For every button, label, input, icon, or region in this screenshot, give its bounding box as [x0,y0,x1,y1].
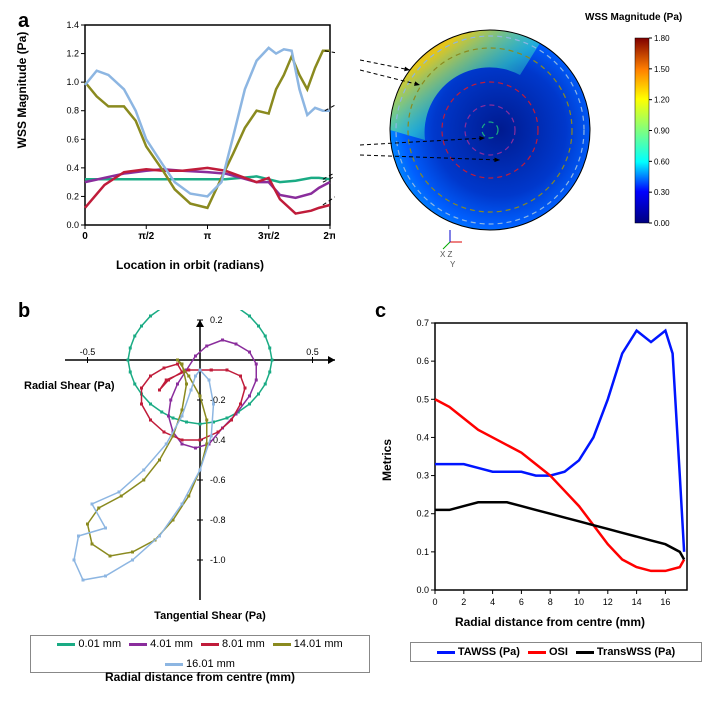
legend-item: TAWSS (Pa) [437,646,520,658]
panel-c-xlabel: Radial distance from centre (mm) [430,615,670,629]
panel-a-chart: 0.0 0.2 0.4 0.6 0.8 1.0 1.2 1.4 0 π/2 π 3π/2 2π [55,20,335,250]
svg-text:0.8: 0.8 [66,106,79,116]
svg-text:-0.8: -0.8 [210,515,226,525]
svg-text:-0.5: -0.5 [80,347,96,357]
panel-b-ylabel: Radial Shear (Pa) [24,380,114,392]
svg-text:0.1: 0.1 [416,547,429,557]
panel-b-chart: -0.50.5-1.0-0.8-0.6-0.4-0.20.2 [45,310,345,620]
svg-text:0.7: 0.7 [416,318,429,328]
svg-text:14: 14 [632,597,642,607]
svg-text:0.0: 0.0 [416,585,429,595]
svg-text:8: 8 [548,597,553,607]
legend-metrics: TAWSS (Pa) OSI TransWSS (Pa) [410,642,702,662]
svg-text:π: π [204,231,212,242]
svg-text:1.0: 1.0 [66,77,79,87]
svg-text:0.2: 0.2 [210,315,223,325]
axis-frame-x: X Z [440,250,452,259]
svg-text:1.2: 1.2 [66,49,79,59]
svg-text:10: 10 [574,597,584,607]
svg-text:0.0: 0.0 [66,220,79,230]
svg-text:0.4: 0.4 [66,163,79,173]
svg-text:6: 6 [519,597,524,607]
legend-item: TransWSS (Pa) [576,646,675,658]
svg-text:-0.6: -0.6 [210,475,226,485]
svg-text:0.6: 0.6 [66,134,79,144]
svg-text:0.4: 0.4 [416,432,429,442]
svg-text:0: 0 [82,231,88,242]
svg-text:16: 16 [660,597,670,607]
legend-item: 16.01 mm [165,658,235,670]
legend-label: 16.01 mm [186,658,235,670]
svg-text:1.50: 1.50 [654,65,670,74]
svg-text:0.2: 0.2 [66,191,79,201]
panel-a-heatmap [360,20,620,250]
panel-c-label: c [375,300,386,323]
legend-item: 4.01 mm [129,638,193,650]
colorbar-title: WSS Magnitude (Pa) [585,12,682,23]
svg-text:0.5: 0.5 [306,347,319,357]
panel-a-xlabel: Location in orbit (radians) [90,258,290,272]
legend-label: 14.01 mm [294,638,343,650]
svg-text:1.80: 1.80 [654,34,670,43]
svg-text:0.60: 0.60 [654,157,670,166]
svg-text:0.3: 0.3 [416,471,429,481]
svg-text:1.4: 1.4 [66,20,79,30]
legend-label: OSI [549,646,568,658]
legend-item: 8.01 mm [201,638,265,650]
svg-text:π/2: π/2 [138,231,154,242]
svg-text:0.90: 0.90 [654,127,670,136]
svg-text:12: 12 [603,597,613,607]
svg-text:-1.0: -1.0 [210,555,226,565]
legend-item: 0.01 mm [57,638,121,650]
svg-text:0.6: 0.6 [416,356,429,366]
legend-radii: 0.01 mm 4.01 mm 8.01 mm 14.01 mm 16.01 m… [30,635,370,673]
svg-text:0.5: 0.5 [416,394,429,404]
svg-text:0.00: 0.00 [654,219,670,228]
svg-text:2π: 2π [323,231,335,242]
svg-text:0.30: 0.30 [654,188,670,197]
panel-b-xlabel: Tangential Shear (Pa) [130,610,290,622]
legend-label: TransWSS (Pa) [597,646,675,658]
svg-text:4: 4 [490,597,495,607]
svg-text:0: 0 [432,597,437,607]
legend-label: 0.01 mm [78,638,121,650]
legend-label: 8.01 mm [222,638,265,650]
legend-radii-title: Radial distance from centre (mm) [80,670,320,684]
svg-text:2: 2 [461,597,466,607]
panel-b-label: b [18,300,30,323]
svg-text:0.2: 0.2 [416,509,429,519]
panel-a-ylabel: WSS Magnitude (Pa) [15,0,29,190]
panel-c-ylabel: Metrics [380,400,394,520]
legend-item: 14.01 mm [273,638,343,650]
panel-c-chart: 0.0 0.1 0.2 0.3 0.4 0.5 0.6 0.7 0 2 4 6 8 10 12 14 16 [400,315,695,615]
legend-item: OSI [528,646,568,658]
svg-text:1.20: 1.20 [654,96,670,105]
colorbar: 0.00 0.30 0.60 0.90 1.20 1.50 1.80 [630,28,700,238]
legend-label: TAWSS (Pa) [458,646,520,658]
legend-label: 4.01 mm [150,638,193,650]
svg-text:3π/2: 3π/2 [258,231,280,242]
figure-root: a 0.00.20.40.60.81.01.21.40π/2π3π/22π WS… [10,10,700,710]
axis-frame-y: Y [450,260,455,269]
